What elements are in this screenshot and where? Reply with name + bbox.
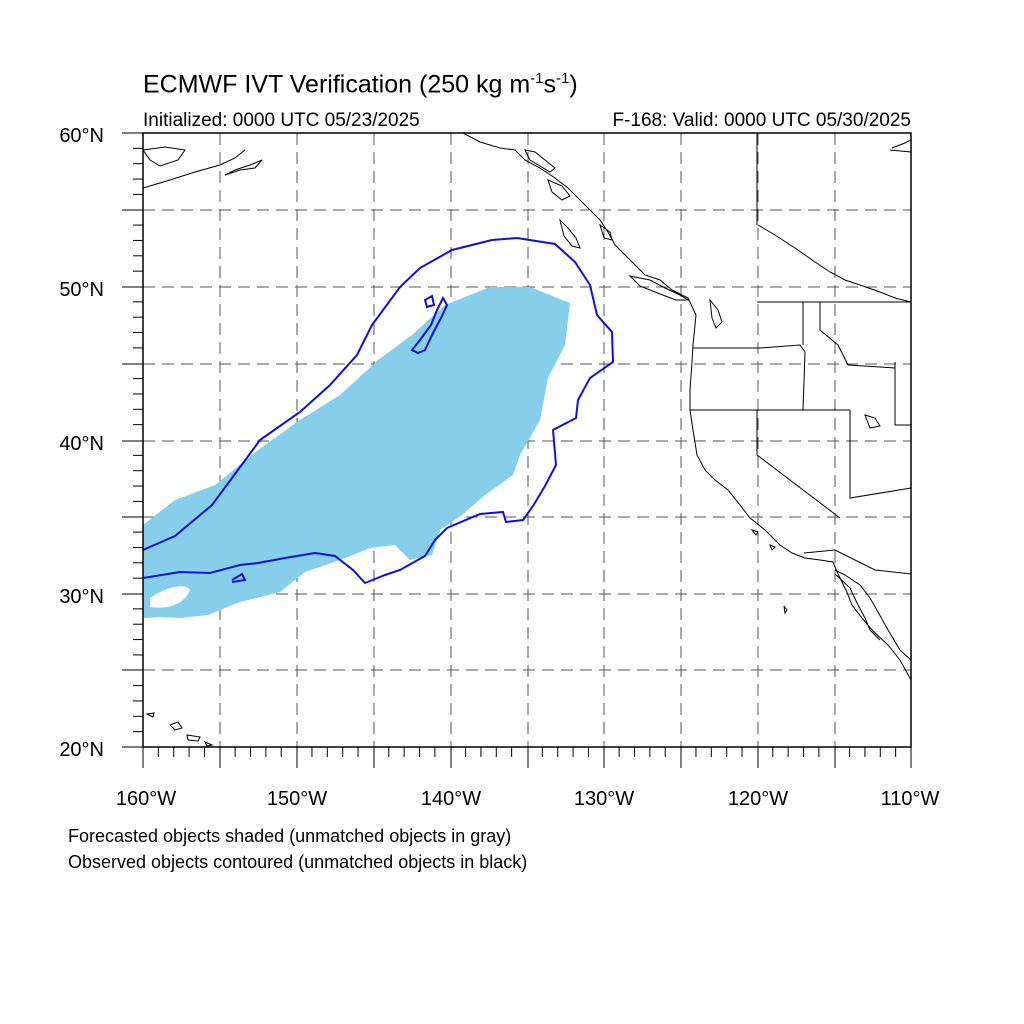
observed-object-outline (143, 236, 615, 585)
lat-label-60: 60°N (59, 125, 104, 147)
axis-ticks (122, 132, 912, 768)
lon-label-120w: 120°W (728, 788, 788, 810)
forecast-note: Forecasted objects shaded (unmatched obj… (68, 826, 512, 846)
state-borders (690, 133, 911, 575)
lon-label-150w: 150°W (267, 788, 327, 810)
lon-label-160w: 160°W (116, 788, 176, 810)
coastlines (143, 133, 911, 747)
lon-labels: 160°W 150°W 140°W 130°W 120°W 110°W (116, 788, 940, 810)
observed-ivt-contours (143, 236, 615, 585)
forecast-hole (150, 586, 190, 608)
map-frame (142, 132, 912, 748)
lat-label-30: 30°N (59, 586, 104, 608)
lon-label-110w: 110°W (881, 788, 940, 810)
lat-label-50: 50°N (59, 279, 104, 301)
lon-label-130w: 130°W (574, 788, 634, 810)
minor-ticks (133, 147, 897, 757)
lat-labels: 60°N 50°N 40°N 30°N 20°N (59, 125, 104, 761)
lat-label-40: 40°N (59, 433, 104, 455)
observed-inner-contour (410, 295, 449, 355)
observed-small-notch (231, 572, 247, 583)
chart-title: ECMWF IVT Verification (250 kg m-1s-1) (143, 70, 578, 99)
forecast-ivt-object (143, 287, 570, 618)
observed-inner-hole (423, 294, 436, 309)
valid-time-label: F-168: Valid: 0000 UTC 05/30/2025 (612, 110, 911, 131)
lon-label-140w: 140°W (421, 788, 481, 810)
init-time-label: Initialized: 0000 UTC 05/23/2025 (143, 110, 420, 131)
observed-note: Observed objects contoured (unmatched ob… (68, 852, 528, 872)
lat-label-20: 20°N (59, 739, 104, 761)
